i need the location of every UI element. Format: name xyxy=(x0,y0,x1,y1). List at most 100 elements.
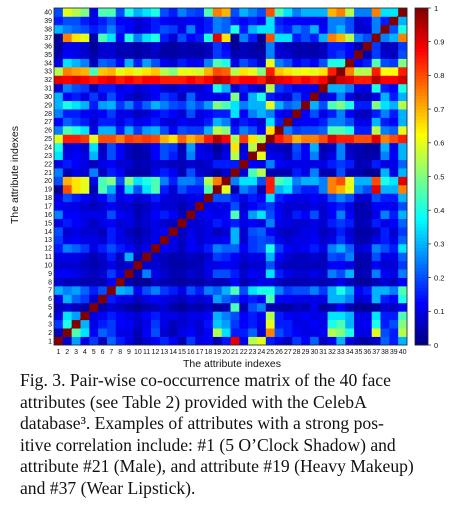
heatmap-cell xyxy=(212,75,223,85)
heatmap-cell xyxy=(115,33,125,43)
heatmap-cell xyxy=(212,117,223,127)
heatmap-cell xyxy=(362,252,373,262)
heatmap-cell xyxy=(230,109,240,118)
heatmap-cell xyxy=(133,218,143,228)
heatmap-cell xyxy=(221,50,231,59)
heatmap-cell xyxy=(345,83,355,93)
heatmap-cell xyxy=(256,184,267,194)
heatmap-cell xyxy=(115,176,125,186)
heatmap-cell xyxy=(186,193,196,203)
heatmap-cell xyxy=(151,92,161,102)
heatmap-cell xyxy=(151,134,161,144)
heatmap-cell xyxy=(204,33,214,43)
heatmap-cell xyxy=(177,83,187,93)
heatmap-cell xyxy=(177,41,187,51)
heatmap-cell xyxy=(230,151,240,161)
heatmap-cell xyxy=(89,311,99,321)
heatmap-cell xyxy=(336,210,346,219)
heatmap-cell xyxy=(212,201,223,211)
heatmap-cell xyxy=(362,66,373,76)
heatmap-cell xyxy=(398,243,408,253)
heatmap-cell xyxy=(283,227,293,236)
heatmap-cell xyxy=(354,184,364,194)
heatmap-cell xyxy=(89,142,99,152)
heatmap-cell xyxy=(327,328,337,337)
heatmap-cell xyxy=(106,168,117,177)
heatmap-cell xyxy=(186,336,196,346)
heatmap-cell xyxy=(151,16,161,26)
heatmap-cell xyxy=(195,302,205,312)
heatmap-cell xyxy=(345,41,355,51)
heatmap-cell xyxy=(301,58,311,68)
heatmap-cell xyxy=(54,201,64,211)
heatmap-cell xyxy=(221,277,231,287)
heatmap-cell xyxy=(221,269,231,278)
colorbar-segment xyxy=(415,267,428,272)
heatmap-cell xyxy=(195,83,205,93)
heatmap-cell xyxy=(327,286,337,295)
heatmap-cell xyxy=(301,311,311,321)
heatmap-cell xyxy=(204,302,214,312)
heatmap-cell xyxy=(142,24,152,34)
heatmap-cell xyxy=(362,201,373,211)
heatmap-cell xyxy=(168,260,178,270)
colorbar-segment xyxy=(415,149,428,154)
heatmap-cell xyxy=(89,8,99,17)
heatmap-cell xyxy=(159,58,170,68)
heatmap-cell xyxy=(168,24,178,34)
heatmap-cell xyxy=(62,311,72,321)
heatmap-cell xyxy=(133,33,143,43)
heatmap-cell xyxy=(204,260,214,270)
heatmap-cell xyxy=(62,260,72,270)
heatmap-cell xyxy=(256,218,267,228)
heatmap-cell xyxy=(380,8,390,17)
heatmap-cell xyxy=(133,159,143,169)
heatmap-cell xyxy=(389,33,399,43)
x-tick-label: 26 xyxy=(275,349,283,356)
x-tick-label: 25 xyxy=(266,349,274,356)
heatmap-cell xyxy=(186,201,196,211)
heatmap-cell xyxy=(389,193,399,203)
heatmap-cell xyxy=(177,168,187,177)
colorbar-segment xyxy=(415,338,428,343)
heatmap-cell xyxy=(336,109,346,118)
heatmap-cell xyxy=(195,134,205,144)
heatmap-cell xyxy=(389,75,399,85)
heatmap-cell xyxy=(142,109,152,118)
heatmap-cell xyxy=(89,286,99,295)
heatmap-cell xyxy=(115,58,125,68)
heatmap-cell xyxy=(221,235,231,245)
heatmap-cell xyxy=(212,58,223,68)
heatmap-cell xyxy=(133,184,143,194)
heatmap-cell xyxy=(168,100,178,110)
heatmap-cell xyxy=(133,252,143,262)
y-tick-label: 7 xyxy=(48,288,52,295)
heatmap-cell xyxy=(274,83,284,93)
heatmap-cell xyxy=(80,277,90,287)
heatmap-cell xyxy=(159,16,170,26)
heatmap-cell xyxy=(142,125,152,135)
heatmap-cell xyxy=(54,286,64,295)
heatmap-cell xyxy=(54,92,64,102)
heatmap-cell xyxy=(380,134,390,144)
heatmap-cell xyxy=(159,109,170,118)
heatmap-cell xyxy=(274,260,284,270)
heatmap-cell xyxy=(133,92,143,102)
heatmap-cell xyxy=(230,302,240,312)
heatmap-cell xyxy=(292,286,302,295)
heatmap-cell xyxy=(133,125,143,135)
heatmap-cell xyxy=(142,277,152,287)
x-tick-label: 6 xyxy=(101,349,105,356)
heatmap-cell xyxy=(292,210,302,219)
heatmap-cell xyxy=(54,227,64,236)
heatmap-cell xyxy=(106,336,117,346)
heatmap-cell xyxy=(354,294,364,304)
heatmap-cell xyxy=(168,92,178,102)
heatmap-cell xyxy=(318,260,328,270)
heatmap-cell xyxy=(371,235,381,245)
heatmap-cell xyxy=(265,151,275,161)
heatmap-cell xyxy=(168,210,178,219)
heatmap-cell xyxy=(354,58,364,68)
heatmap-cell xyxy=(230,92,240,102)
heatmap-cell xyxy=(354,260,364,270)
